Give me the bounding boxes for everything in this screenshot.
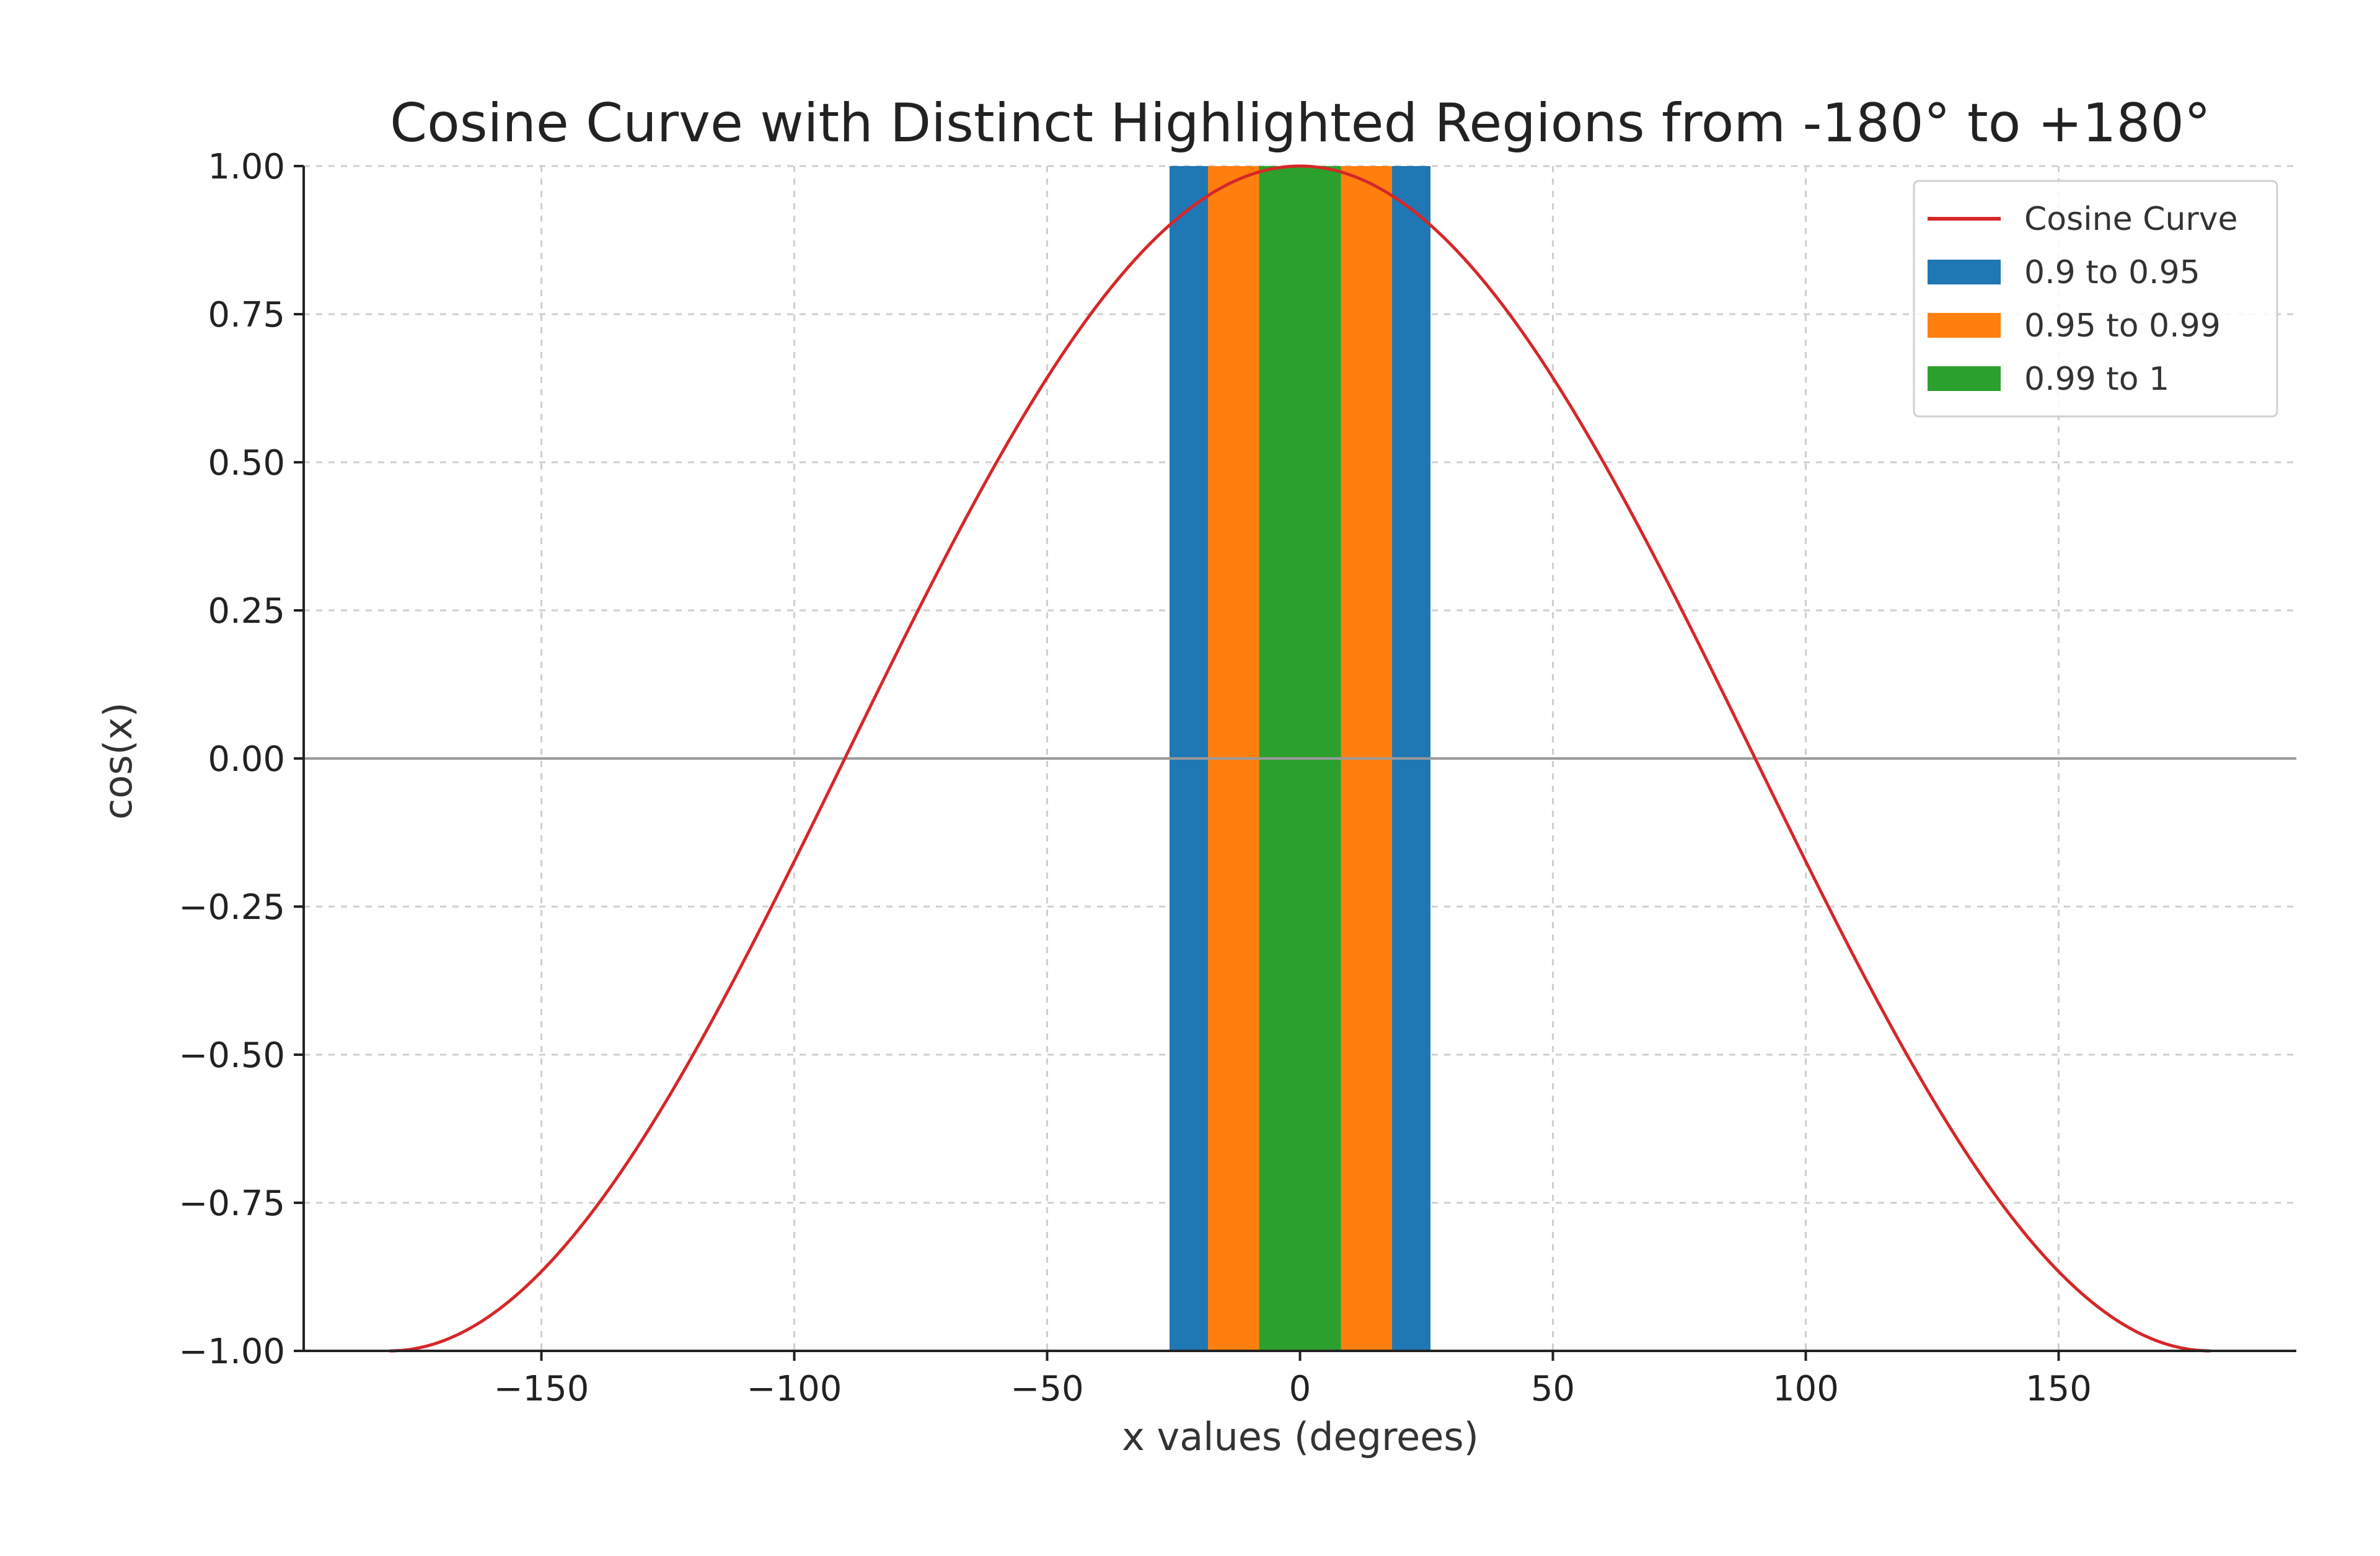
legend-color-swatch [1928, 313, 2001, 338]
legend-label: 0.95 to 0.99 [2024, 307, 2221, 345]
y-tick-label: 1.00 [208, 147, 285, 187]
y-tick-label: 0.75 [208, 295, 285, 335]
curve-group [389, 164, 2211, 1353]
legend-label: Cosine Curve [2024, 201, 2238, 238]
axes [294, 165, 2296, 1361]
x-tick-label: −50 [1010, 1369, 1083, 1409]
legend-color-swatch [1928, 366, 2001, 391]
y-tick-label: 0.50 [208, 443, 285, 483]
y-tick-label: 0.25 [208, 591, 285, 631]
legend: Cosine Curve 0.9 to 0.95 0.95 to 0.99 0.99 … [1913, 180, 2278, 418]
x-axis-label: x values (degrees) [1122, 1414, 1479, 1459]
legend-label: 0.9 to 0.95 [2024, 254, 2200, 291]
y-tick-label: −0.25 [178, 887, 285, 928]
x-tick-label: 50 [1531, 1369, 1575, 1409]
x-tick-label: 150 [2025, 1369, 2092, 1409]
x-tick-label: 100 [1773, 1369, 1839, 1409]
y-tick-label: −0.75 [178, 1184, 285, 1224]
x-tick-label: −100 [747, 1369, 842, 1409]
y-tick-label: −0.50 [178, 1035, 285, 1076]
tick-labels: −150 −100 −50 0 50 100 150 1.00 0.75 0.50 0.25 0.00… [178, 147, 2092, 1409]
y-tick-label: 0.00 [208, 739, 285, 780]
y-axis-label: cos(x) [95, 702, 141, 819]
legend-box [1913, 180, 2278, 418]
x-tick-label: −150 [494, 1369, 589, 1409]
legend-label: 0.99 to 1 [2024, 361, 2169, 398]
cosine-curve-line [389, 164, 2211, 1353]
chart-title: Cosine Curve with Distinct Highlighted R… [390, 92, 2211, 154]
legend-color-swatch [1928, 260, 2001, 284]
x-tick-label: 0 [1289, 1369, 1311, 1409]
y-tick-label: −1.00 [178, 1332, 285, 1372]
